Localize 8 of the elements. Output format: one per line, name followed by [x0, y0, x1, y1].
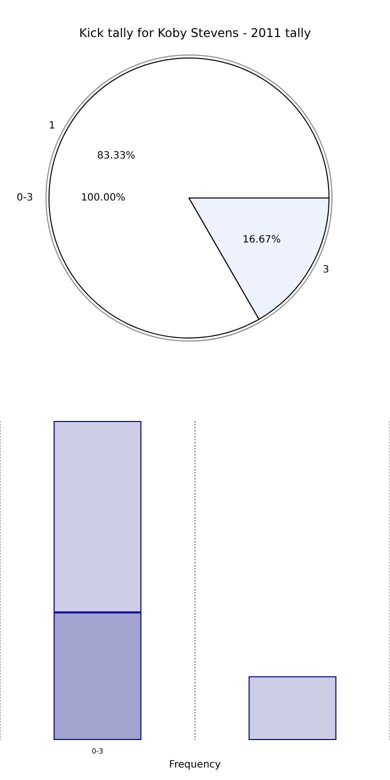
data-label: 16.67% [242, 234, 281, 246]
slice-label: 1 [48, 120, 56, 132]
slice-label: 3 [322, 264, 330, 276]
x-axis-title: Frequency [169, 759, 221, 770]
chart-title: Kick tally for Koby Stevens - 2011 tally [79, 26, 311, 40]
data-label: 100.00% [80, 192, 126, 204]
slice-label: 0-3 [16, 192, 33, 204]
data-label: 83.33% [97, 150, 136, 162]
